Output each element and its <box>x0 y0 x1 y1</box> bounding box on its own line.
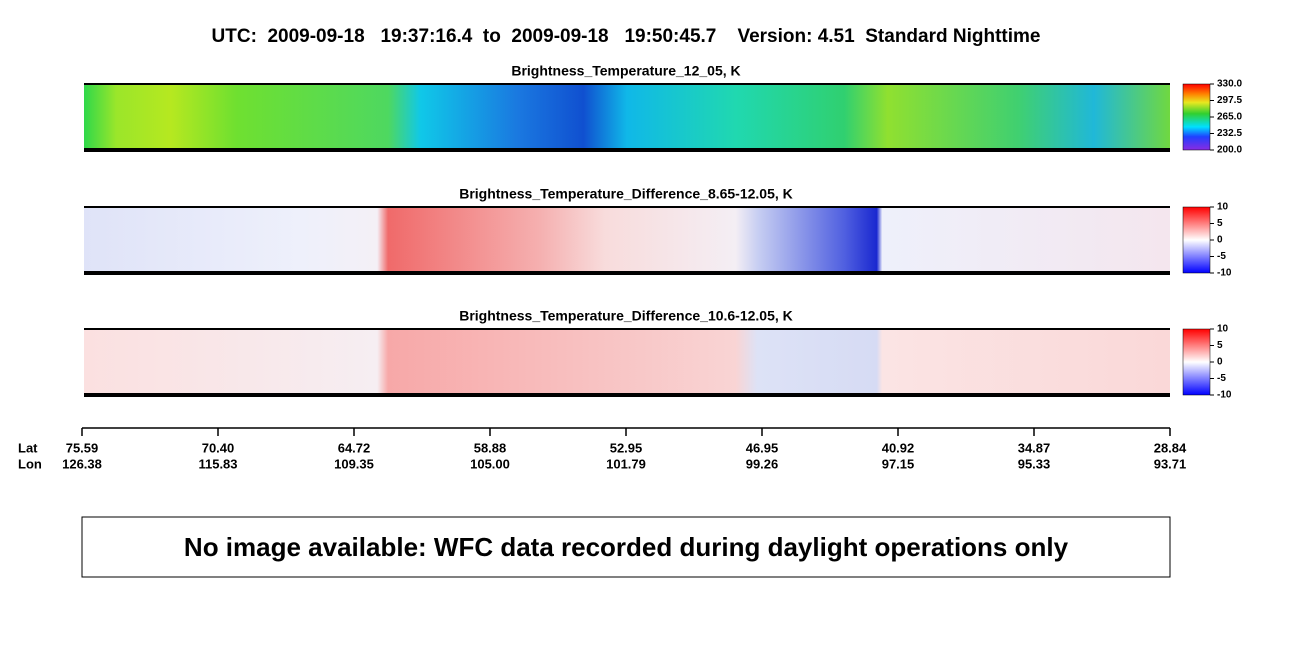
lat-tick: 70.40 <box>202 440 235 455</box>
colorbar-label: 5 <box>1217 340 1223 351</box>
panels: Brightness_Temperature_12_05, K 330.0 297.… <box>84 63 1242 401</box>
colorbar-label: 0 <box>1217 357 1223 368</box>
data-strip <box>84 84 1170 150</box>
colorbar-label: 5 <box>1217 218 1223 229</box>
panel-title: Brightness_Temperature_Difference_10.6-1… <box>459 308 793 324</box>
colorbar-label: 10 <box>1217 202 1229 213</box>
title: UTC: 2009-09-18 19:37:16.4 to 2009-09-18… <box>212 26 1041 47</box>
colorbar-label: 200.0 <box>1217 145 1242 156</box>
lat-tick: 40.92 <box>882 440 915 455</box>
colorbar-label: 297.5 <box>1217 95 1242 106</box>
lat-tick: 46.95 <box>746 440 779 455</box>
lat-tick: 75.59 <box>66 440 99 455</box>
colorbar-label: 232.5 <box>1217 128 1242 139</box>
data-strip <box>84 207 1170 273</box>
colorbar <box>1182 328 1211 396</box>
lat-tick: 52.95 <box>610 440 643 455</box>
lon-tick: 109.35 <box>334 456 374 471</box>
lat-tick: 34.87 <box>1018 440 1051 455</box>
lon-tick: 97.15 <box>882 456 915 471</box>
lon-tick: 101.79 <box>606 456 646 471</box>
colorbar-label: -10 <box>1217 268 1232 279</box>
notice: No image available: WFC data recorded du… <box>184 532 1069 562</box>
colorbar <box>1182 206 1211 274</box>
lat-tick: 28.84 <box>1154 440 1187 455</box>
lon-label: Lon <box>18 456 42 471</box>
lon-tick: 93.71 <box>1154 456 1187 471</box>
panel-title: Brightness_Temperature_Difference_8.65-1… <box>459 186 793 202</box>
panel-title: Brightness_Temperature_12_05, K <box>511 63 740 79</box>
colorbar-label: 0 <box>1217 235 1223 246</box>
colorbar-label: 265.0 <box>1217 112 1242 123</box>
colorbar-label: 330.0 <box>1217 79 1242 90</box>
colorbar-label: -5 <box>1217 373 1226 384</box>
lon-tick: 105.00 <box>470 456 510 471</box>
lon-tick: 95.33 <box>1018 456 1051 471</box>
colorbar-label: 10 <box>1217 324 1229 335</box>
colorbar <box>1182 83 1211 151</box>
lon-tick: 126.38 <box>62 456 102 471</box>
lon-tick: 115.83 <box>198 456 237 471</box>
lat-tick: 64.72 <box>338 440 371 455</box>
colorbar-label: -5 <box>1217 251 1226 262</box>
lat-label: Lat <box>18 440 38 455</box>
lon-tick: 99.26 <box>746 456 779 471</box>
colorbar-label: -10 <box>1217 390 1232 401</box>
lat-tick: 58.88 <box>474 440 507 455</box>
notice-box <box>81 516 1171 578</box>
data-strip <box>84 329 1170 395</box>
